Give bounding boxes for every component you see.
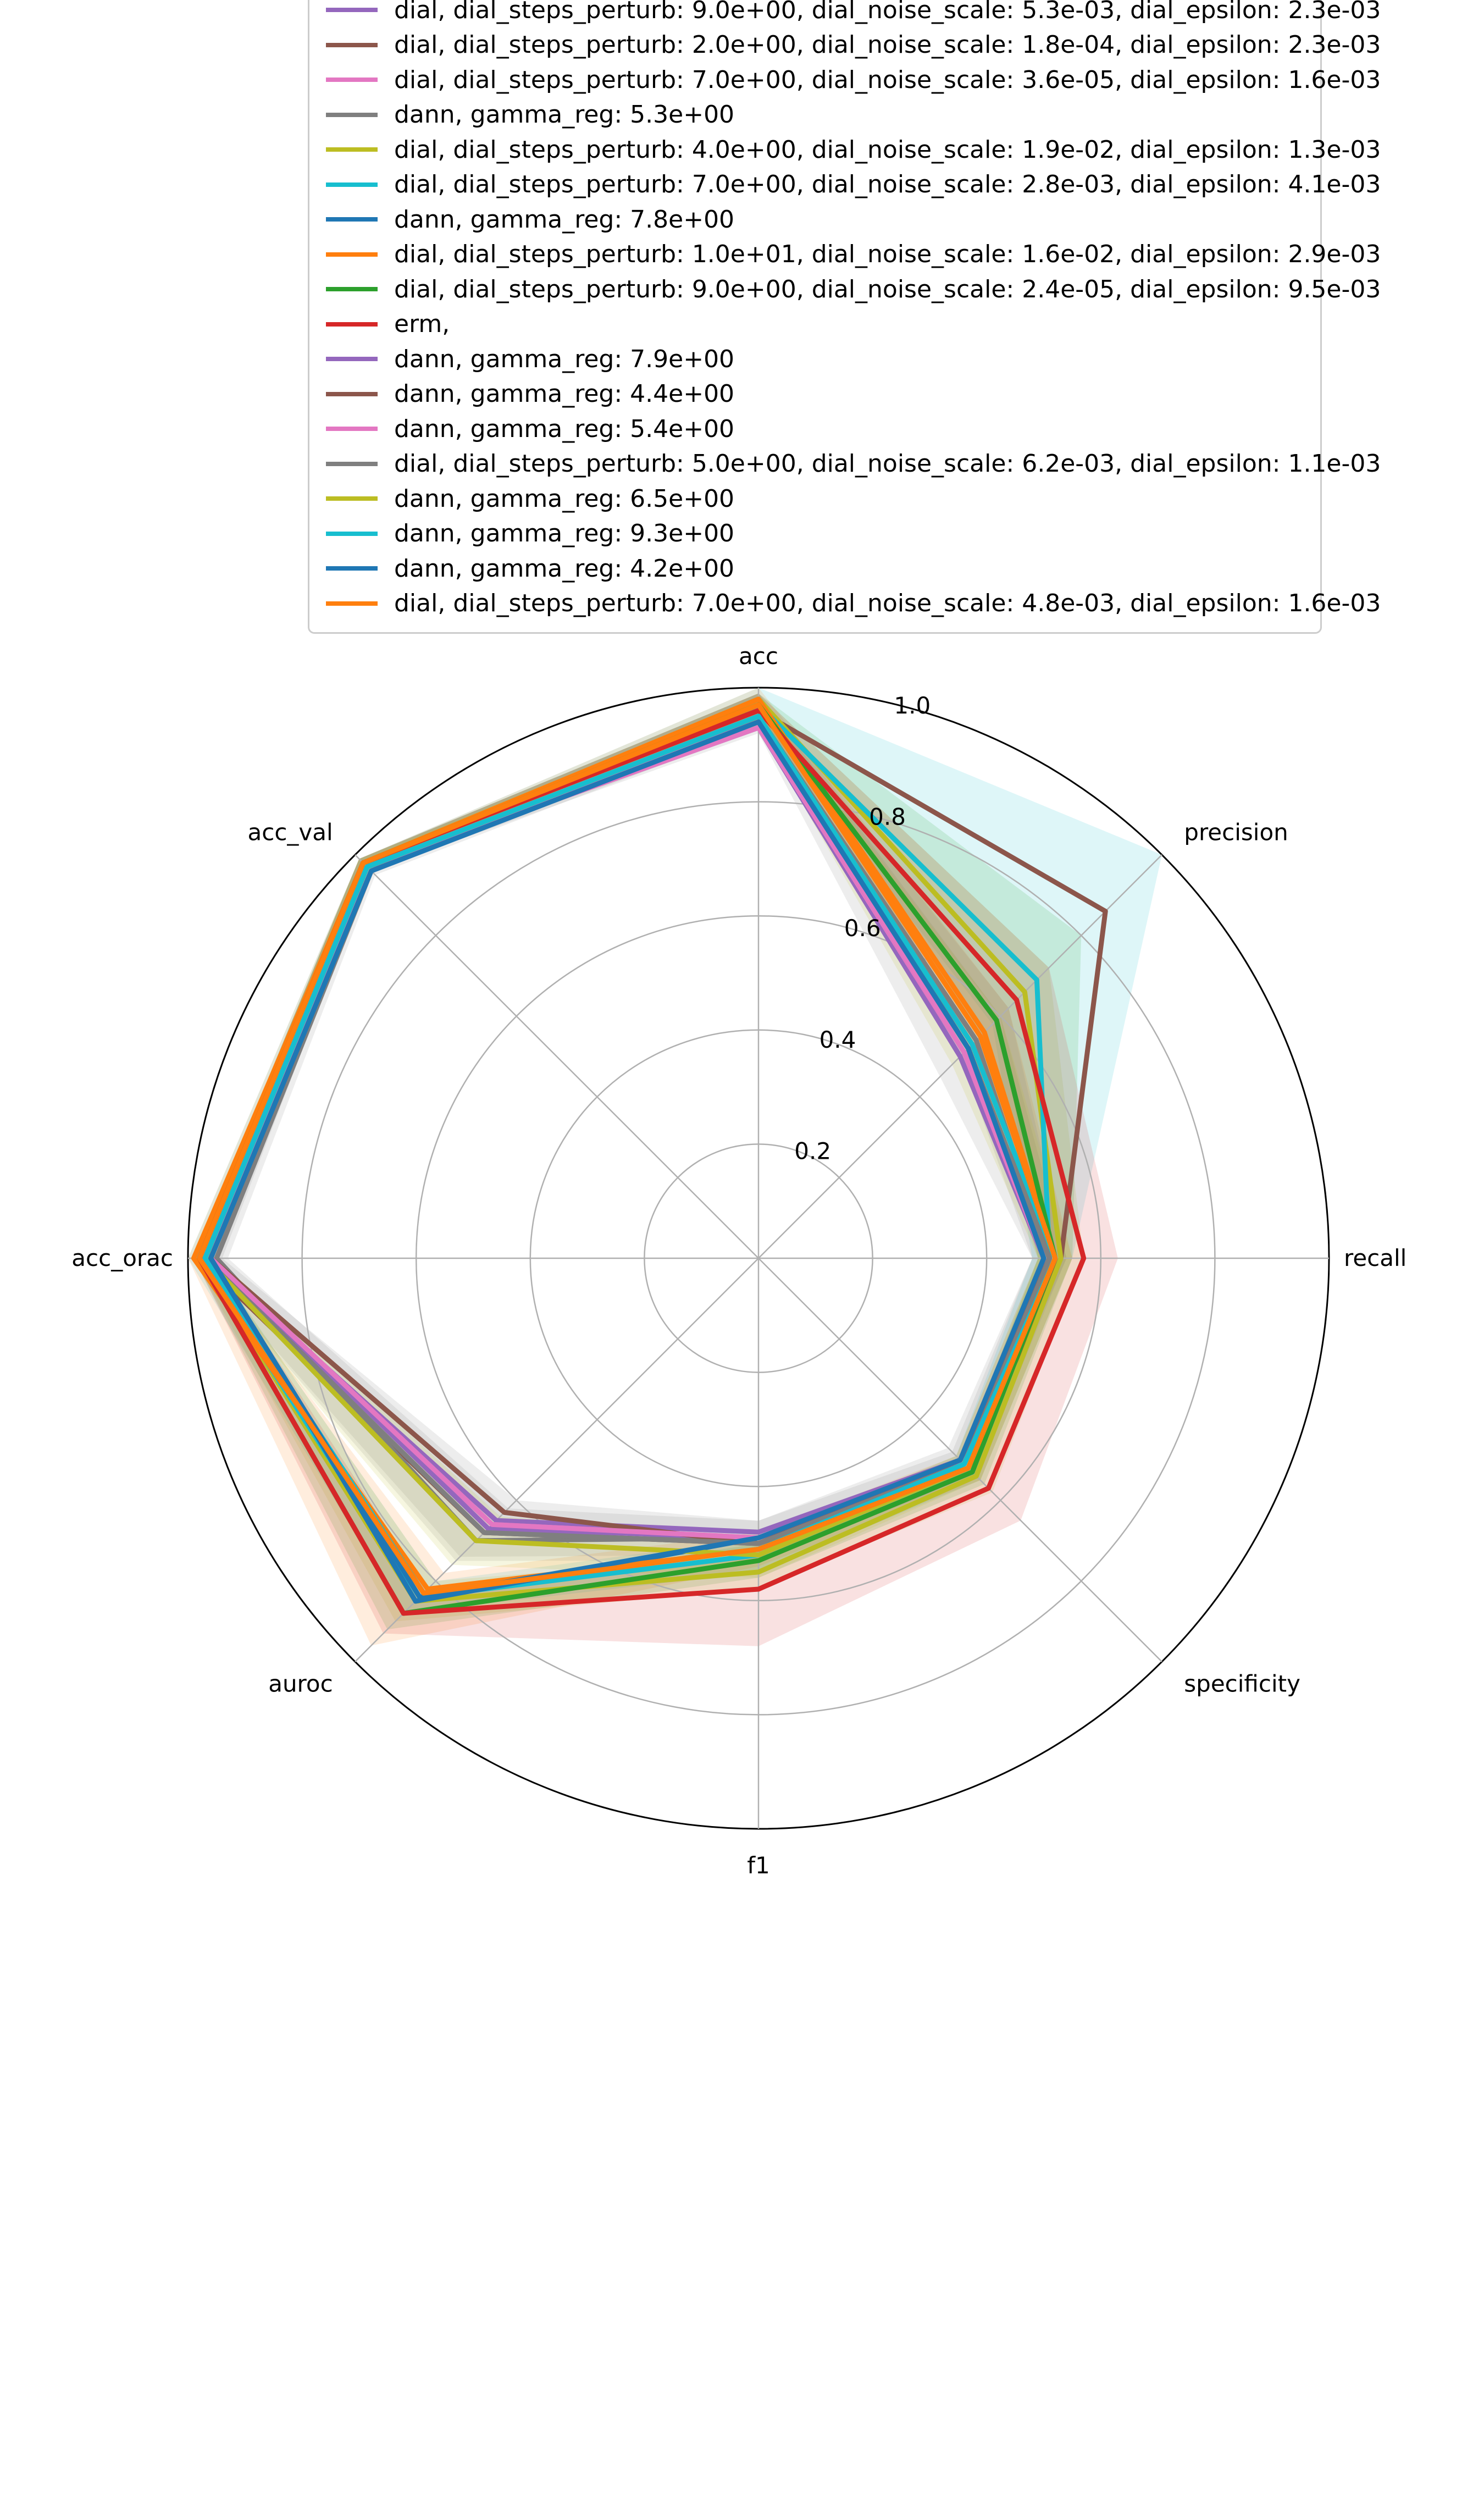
series-lines: [191, 696, 1108, 1616]
legend-label: dann, gamma_reg: 7.9e+00: [394, 345, 735, 373]
legend: dial, dial_steps_perturb: 9.0e+00, dial_…: [308, 0, 1381, 634]
legend-swatch: [326, 78, 378, 82]
axis-label-auroc: auroc: [268, 1670, 333, 1697]
legend-label: dial, dial_steps_perturb: 1.0e+01, dial_…: [394, 240, 1381, 268]
legend-label: dann, gamma_reg: 4.2e+00: [394, 554, 735, 583]
legend-swatch: [326, 566, 378, 571]
legend-item: dial, dial_steps_perturb: 1.0e+01, dial_…: [326, 238, 1381, 271]
spoke-acc_val: [355, 854, 759, 1259]
legend-swatch: [326, 217, 378, 222]
r-tick-label: 0.2: [794, 1137, 831, 1164]
legend-item: dial, dial_steps_perturb: 4.0e+00, dial_…: [326, 133, 1381, 166]
legend-label: dial, dial_steps_perturb: 9.0e+00, dial_…: [394, 0, 1381, 24]
legend-label: dial, dial_steps_perturb: 2.0e+00, dial_…: [394, 31, 1381, 59]
polar-grid: [187, 687, 1330, 1830]
legend-item: dial, dial_steps_perturb: 5.0e+00, dial_…: [326, 447, 1381, 480]
r-tick-label: 0.8: [869, 804, 906, 831]
legend-label: dial, dial_steps_perturb: 9.0e+00, dial_…: [394, 275, 1381, 303]
legend-item: dial, dial_steps_perturb: 7.0e+00, dial_…: [326, 168, 1381, 201]
legend-item: dial, dial_steps_perturb: 7.0e+00, dial_…: [326, 63, 1381, 96]
legend-label: dann, gamma_reg: 4.4e+00: [394, 380, 735, 408]
series-line-16: [208, 719, 1046, 1600]
legend-label: dial, dial_steps_perturb: 4.0e+00, dial_…: [394, 135, 1381, 164]
legend-swatch: [326, 322, 378, 327]
legend-item: dial, dial_steps_perturb: 9.0e+00, dial_…: [326, 273, 1381, 306]
r-tick-label: 0.4: [819, 1026, 856, 1053]
legend-label: dann, gamma_reg: 5.4e+00: [394, 414, 735, 443]
axis-label-precision: precision: [1184, 819, 1288, 846]
legend-item: dial, dial_steps_perturb: 7.0e+00, dial_…: [326, 587, 1381, 620]
legend-swatch: [326, 42, 378, 47]
legend-item: dann, gamma_reg: 4.4e+00: [326, 378, 734, 411]
legend-swatch: [326, 357, 378, 361]
axis-label-specificity: specificity: [1184, 1670, 1300, 1697]
legend-item: dann, gamma_reg: 7.9e+00: [326, 342, 734, 375]
legend-item: dann, gamma_reg: 9.3e+00: [326, 517, 734, 550]
legend-item: dial, dial_steps_perturb: 9.0e+00, dial_…: [326, 0, 1381, 26]
series-line-17: [197, 702, 1058, 1596]
legend-swatch: [326, 112, 378, 117]
axis-label-f1: f1: [747, 1852, 770, 1879]
legend-label: dann, gamma_reg: 7.8e+00: [394, 205, 735, 234]
legend-label: dann, gamma_reg: 6.5e+00: [394, 484, 735, 513]
legend-swatch: [326, 252, 378, 257]
legend-label: dial, dial_steps_perturb: 7.0e+00, dial_…: [394, 170, 1381, 198]
axis-label-recall: recall: [1344, 1245, 1407, 1271]
axis-label-acc_val: acc_val: [248, 819, 333, 846]
legend-item: erm,: [326, 308, 450, 341]
legend-item: dann, gamma_reg: 7.8e+00: [326, 203, 734, 236]
legend-label: dial, dial_steps_perturb: 7.0e+00, dial_…: [394, 65, 1381, 94]
legend-swatch: [326, 496, 378, 501]
legend-label: erm,: [394, 310, 450, 338]
legend-swatch: [326, 287, 378, 291]
legend-item: dann, gamma_reg: 5.4e+00: [326, 412, 734, 445]
legend-item: dann, gamma_reg: 5.3e+00: [326, 98, 734, 131]
legend-swatch: [326, 182, 378, 187]
r-tick-label: 1.0: [894, 692, 931, 719]
legend-swatch: [326, 8, 378, 12]
legend-item: dann, gamma_reg: 4.2e+00: [326, 552, 734, 585]
axis-labels: acc precision recall specificity f1 auroc acc_…: [71, 643, 1407, 1879]
legend-swatch: [326, 531, 378, 536]
r-tick-label: 0.6: [844, 915, 881, 942]
legend-swatch: [326, 391, 378, 396]
legend-swatch: [326, 601, 378, 606]
legend-label: dial, dial_steps_perturb: 7.0e+00, dial_…: [394, 589, 1381, 617]
legend-label: dann, gamma_reg: 5.3e+00: [394, 101, 735, 129]
legend-swatch: [326, 461, 378, 466]
legend-label: dial, dial_steps_perturb: 5.0e+00, dial_…: [394, 450, 1381, 478]
legend-swatch: [326, 147, 378, 152]
axis-label-acc: acc: [739, 643, 778, 670]
legend-swatch: [326, 427, 378, 431]
legend-item: dann, gamma_reg: 6.5e+00: [326, 482, 734, 515]
legend-label: dann, gamma_reg: 9.3e+00: [394, 519, 735, 547]
legend-item: dial, dial_steps_perturb: 2.0e+00, dial_…: [326, 29, 1381, 62]
axis-label-acc_oracle: acc_orac: [71, 1245, 173, 1271]
